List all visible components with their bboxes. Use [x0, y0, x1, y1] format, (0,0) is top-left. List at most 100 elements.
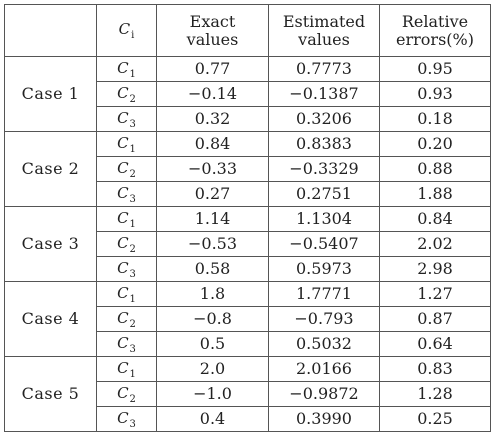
relative-error-cell: 0.88 — [379, 156, 491, 182]
relative-error-cell: 1.27 — [379, 281, 491, 307]
relative-error-cell: 0.84 — [379, 206, 491, 232]
table-row: Case 2 C1 0.84 0.8383 0.20 — [4, 131, 491, 207]
coefficient-subscript: 2 — [129, 243, 136, 255]
header-relative-line1: Relative — [401, 11, 469, 31]
table-row: C2 −1.0 −0.9872 1.28 — [5, 381, 491, 407]
relative-error-cell: 2.98 — [379, 256, 491, 282]
header-exact-values: Exact values — [156, 4, 269, 57]
table-row: Case 5 C1 2.0 2.0166 0.83 — [4, 356, 491, 432]
table-row: C3 0.27 0.2751 1.88 — [5, 181, 491, 207]
coefficient-symbol: C — [117, 58, 129, 77]
exact-value-cell: 2.0 — [156, 356, 269, 382]
coefficient-subscript: 2 — [129, 393, 136, 405]
relative-error-cell: 1.88 — [379, 181, 491, 207]
estimated-value-cell: −0.793 — [268, 306, 380, 332]
table-row: C2 −0.14 −0.1387 0.93 — [5, 81, 491, 107]
estimated-value-cell: 0.3990 — [268, 406, 380, 432]
coefficient-cell: C3 — [96, 406, 157, 432]
coefficient-cell: C1 — [96, 56, 157, 82]
header-exact-line2: values — [186, 29, 239, 49]
relative-error-cell: 0.25 — [379, 406, 491, 432]
exact-value-cell: −0.33 — [156, 156, 269, 182]
coefficient-cell: C2 — [96, 156, 157, 182]
relative-error-cell: 0.64 — [379, 331, 491, 357]
coefficient-subscript: 3 — [129, 268, 136, 280]
estimated-value-cell: 0.5032 — [268, 331, 380, 357]
coefficient-cell: C2 — [96, 306, 157, 332]
table-row: C2 −0.53 −0.5407 2.02 — [5, 231, 491, 257]
coefficient-subscript: 1 — [129, 368, 136, 380]
estimated-value-cell: 2.0166 — [268, 356, 380, 382]
relative-error-cell: 0.95 — [379, 56, 491, 82]
coefficient-symbol: C — [117, 83, 129, 102]
table-header-row: Ci Exact values Estimated values Relativ… — [4, 4, 491, 57]
case-label: Case 3 — [4, 206, 97, 282]
estimated-value-cell: 0.8383 — [268, 131, 380, 157]
coefficient-cell: C2 — [96, 381, 157, 407]
results-table: Ci Exact values Estimated values Relativ… — [4, 4, 491, 432]
table-row: Case 1 C1 0.77 0.7773 0.95 — [4, 56, 491, 132]
ci-subscript: i — [131, 30, 135, 41]
table-row: C3 0.4 0.3990 0.25 — [5, 406, 491, 432]
table-row: Case 3 C1 1.14 1.1304 0.84 — [4, 206, 491, 282]
coefficient-subscript: 1 — [129, 143, 136, 155]
coefficient-subscript: 1 — [129, 218, 136, 230]
header-exact-line1: Exact — [189, 11, 236, 31]
estimated-value-cell: 1.1304 — [268, 206, 380, 232]
relative-error-cell: 0.87 — [379, 306, 491, 332]
coefficient-symbol: C — [117, 233, 129, 252]
estimated-value-cell: 0.2751 — [268, 181, 380, 207]
exact-value-cell: 1.14 — [156, 206, 269, 232]
estimated-value-cell: 0.3206 — [268, 106, 380, 132]
ci-symbol: C — [118, 20, 131, 38]
exact-value-cell: 1.8 — [156, 281, 269, 307]
header-relative-line2: errors(%) — [396, 29, 474, 49]
case-label: Case 4 — [4, 281, 97, 357]
exact-value-cell: 0.77 — [156, 56, 269, 82]
coefficient-symbol: C — [117, 108, 129, 127]
exact-value-cell: 0.27 — [156, 181, 269, 207]
estimated-value-cell: −0.9872 — [268, 381, 380, 407]
table-row: C2 −0.8 −0.793 0.87 — [5, 306, 491, 332]
table-row: C3 0.58 0.5973 2.98 — [5, 256, 491, 282]
coefficient-cell: C3 — [96, 256, 157, 282]
coefficient-cell: C1 — [96, 206, 157, 232]
relative-error-cell: 0.20 — [379, 131, 491, 157]
exact-value-cell: −1.0 — [156, 381, 269, 407]
header-estimated-line1: Estimated — [282, 11, 366, 31]
coefficient-subscript: 2 — [129, 318, 136, 330]
header-case-cell — [4, 4, 97, 57]
estimated-value-cell: 1.7771 — [268, 281, 380, 307]
relative-error-cell: 1.28 — [379, 381, 491, 407]
coefficient-symbol: C — [117, 283, 129, 302]
coefficient-subscript: 3 — [129, 418, 136, 430]
coefficient-symbol: C — [117, 133, 129, 152]
coefficient-subscript: 3 — [129, 343, 136, 355]
relative-error-cell: 0.93 — [379, 81, 491, 107]
coefficient-subscript: 3 — [129, 118, 136, 130]
exact-value-cell: −0.8 — [156, 306, 269, 332]
coefficient-symbol: C — [117, 383, 129, 402]
coefficient-subscript: 3 — [129, 193, 136, 205]
coefficient-cell: C2 — [96, 231, 157, 257]
estimated-value-cell: −0.3329 — [268, 156, 380, 182]
estimated-value-cell: 0.7773 — [268, 56, 380, 82]
coefficient-subscript: 1 — [129, 68, 136, 80]
relative-error-cell: 0.83 — [379, 356, 491, 382]
coefficient-cell: C3 — [96, 331, 157, 357]
coefficient-subscript: 1 — [129, 293, 136, 305]
coefficient-cell: C3 — [96, 181, 157, 207]
table-row: Case 4 C1 1.8 1.7771 1.27 — [4, 281, 491, 357]
coefficient-cell: C3 — [96, 106, 157, 132]
exact-value-cell: 0.84 — [156, 131, 269, 157]
header-relative-errors: Relative errors(%) — [379, 4, 491, 57]
coefficient-symbol: C — [117, 333, 129, 352]
table-row: C3 0.5 0.5032 0.64 — [5, 331, 491, 357]
estimated-value-cell: 0.5973 — [268, 256, 380, 282]
coefficient-cell: C1 — [96, 356, 157, 382]
coefficient-symbol: C — [117, 258, 129, 277]
exact-value-cell: 0.5 — [156, 331, 269, 357]
coefficient-symbol: C — [117, 358, 129, 377]
coefficient-cell: C1 — [96, 281, 157, 307]
case-label: Case 2 — [4, 131, 97, 207]
